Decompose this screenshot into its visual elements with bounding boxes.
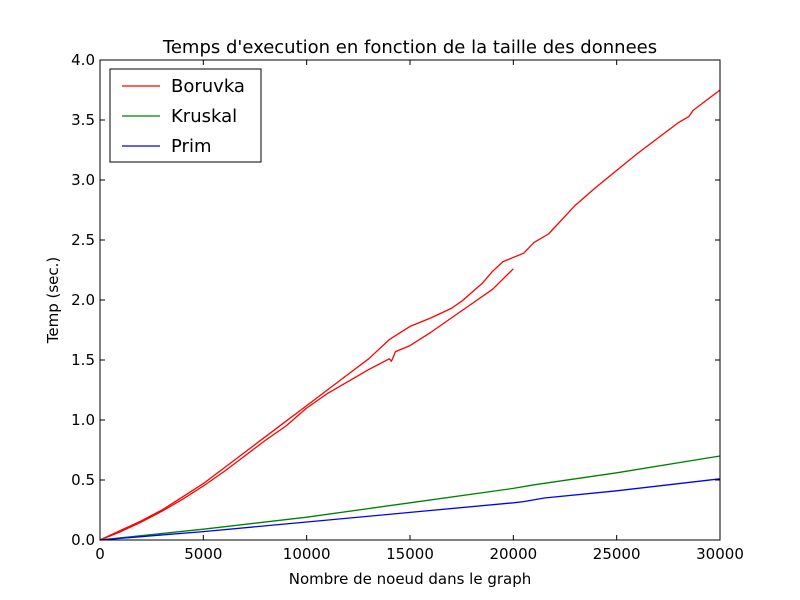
legend-label-kruskal: Kruskal	[171, 106, 237, 127]
legend: Boruvka Kruskal Prim	[109, 68, 262, 163]
x-tick-label: 20000	[489, 545, 537, 563]
x-tick-label: 0	[95, 545, 105, 563]
series-layer	[99, 89, 721, 541]
series-line-prim-3	[99, 478, 721, 541]
y-tick-label: 1.5	[71, 351, 95, 369]
x-axis-label: Nombre de noeud dans le graph	[289, 570, 531, 588]
y-tick-label: 3.5	[71, 111, 95, 129]
y-tick-label: 1.0	[71, 411, 95, 429]
y-tick-label: 0.0	[71, 531, 95, 549]
series-line-boruvka-1	[99, 89, 721, 541]
x-tick-label: 30000	[696, 545, 744, 563]
y-tick-label: 0.5	[71, 471, 95, 489]
y-tick-label: 2.0	[71, 291, 95, 309]
y-tick-label: 3.0	[71, 171, 95, 189]
x-tick-label: 15000	[386, 545, 434, 563]
x-tick-label: 10000	[283, 545, 331, 563]
series-line-kruskal-2	[99, 455, 721, 541]
y-tick-label: 2.5	[71, 231, 95, 249]
chart-title: Temps d'execution en fonction de la tail…	[162, 37, 657, 58]
x-tick-label: 5000	[184, 545, 222, 563]
legend-label-prim: Prim	[171, 136, 211, 157]
y-axis-label: Temp (sec.)	[44, 257, 62, 345]
legend-label-boruvka: Boruvka	[171, 76, 245, 97]
y-tick-label: 4.0	[71, 51, 95, 69]
ticks-layer: 0 5000 10000 15000 20000 25000 30000 0.0 0.5 1.0 1…	[71, 51, 744, 563]
series-line-boruvka-0	[99, 268, 514, 541]
x-tick-label: 25000	[593, 545, 641, 563]
